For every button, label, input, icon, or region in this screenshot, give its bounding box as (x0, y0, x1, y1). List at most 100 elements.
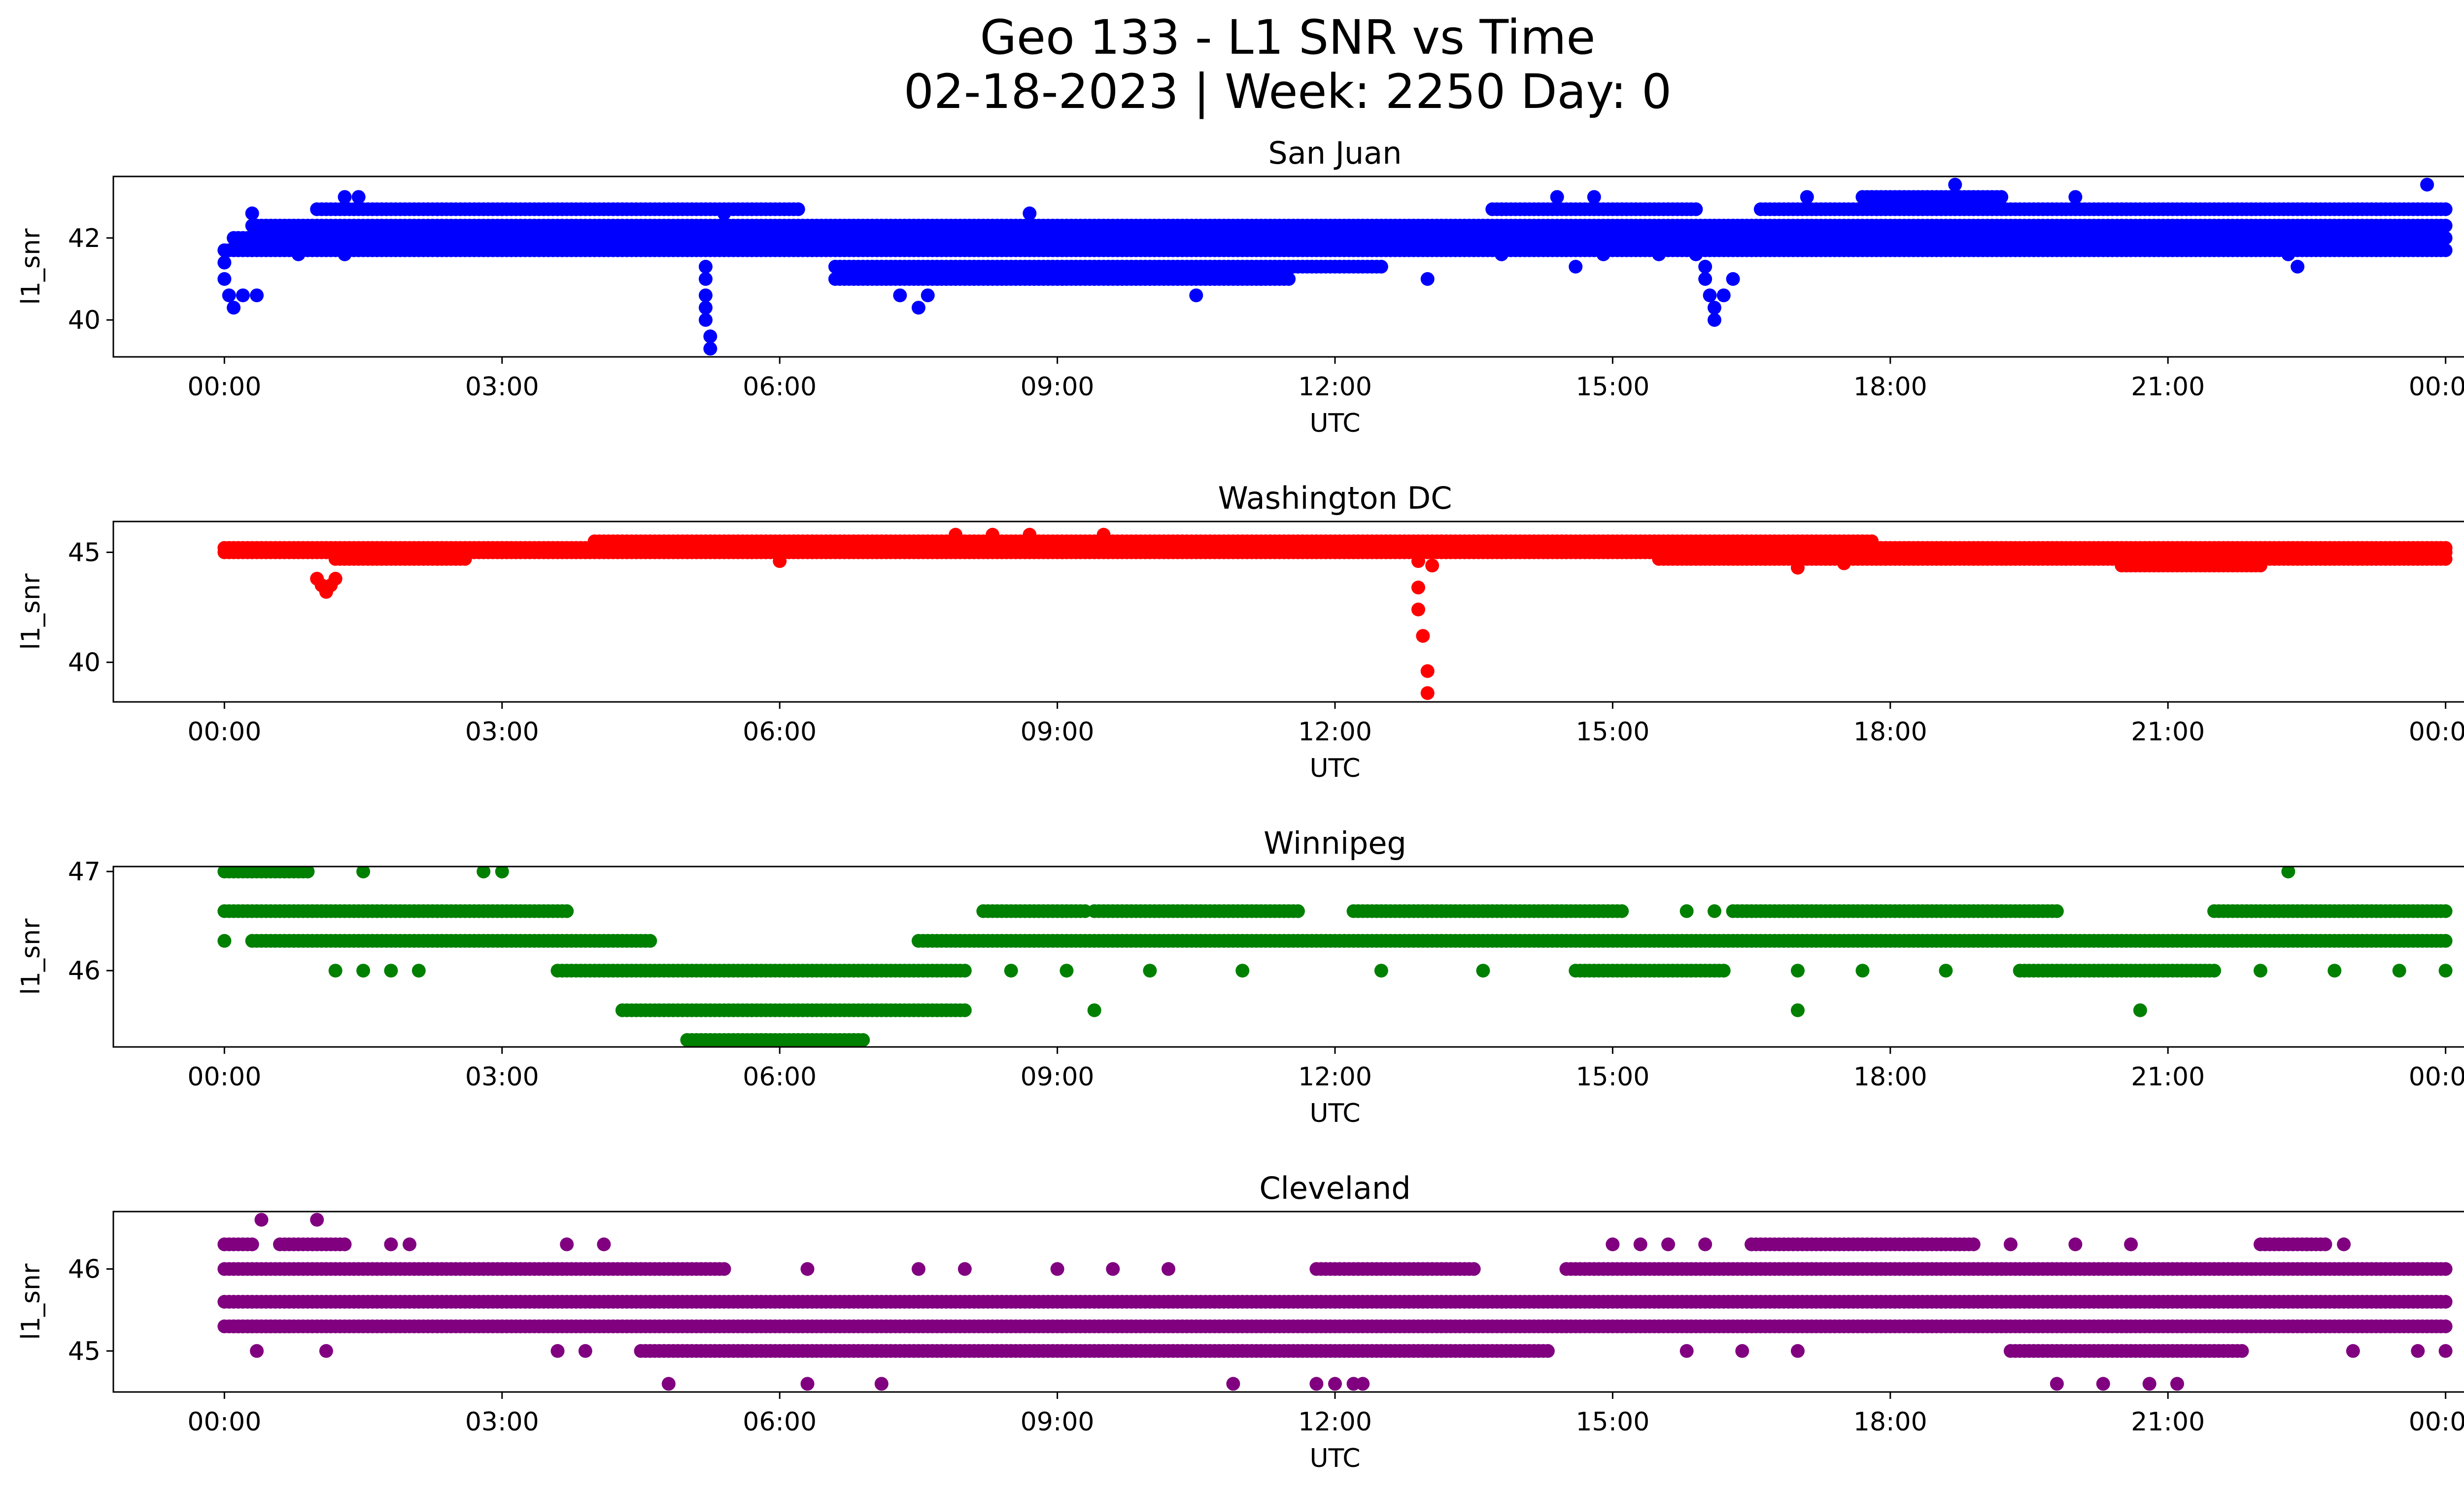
x-tick-label: 06:00 (743, 372, 817, 402)
data-point (643, 934, 657, 948)
subplot-title: Winnipeg (1264, 825, 1406, 861)
data-point (2327, 964, 2342, 978)
data-point (560, 904, 574, 918)
data-point (1282, 272, 1296, 286)
data-point (236, 288, 250, 303)
x-tick-label: 12:00 (1298, 717, 1372, 747)
data-point (698, 288, 713, 303)
data-point (1550, 190, 1564, 204)
data-point (301, 867, 315, 879)
data-point (791, 202, 805, 216)
x-tick-label: 00:00 (2409, 1062, 2464, 1092)
data-point (250, 288, 264, 303)
data-point (328, 572, 342, 586)
data-point (1420, 272, 1435, 286)
data-point (1235, 964, 1250, 978)
data-point (245, 206, 259, 220)
data-point (698, 260, 713, 274)
x-tick-label: 03:00 (465, 372, 539, 402)
data-point (893, 288, 907, 303)
figure-title-line-1: Geo 133 - L1 SNR vs Time (980, 10, 1596, 65)
x-tick-label: 06:00 (743, 1062, 817, 1092)
x-tick-label: 21:00 (2131, 1062, 2205, 1092)
data-point (356, 964, 371, 978)
x-tick-label: 18:00 (1853, 1062, 1927, 1092)
data-point (703, 342, 718, 356)
x-tick-label: 03:00 (465, 717, 539, 747)
data-point (2438, 231, 2453, 245)
data-point (495, 867, 509, 879)
data-point (217, 934, 232, 948)
figure-title-line-2: 02-18-2023 | Week: 2250 Day: 0 (903, 64, 1672, 119)
x-tick-label: 06:00 (743, 717, 817, 747)
data-point (2438, 552, 2453, 566)
data-point (1855, 964, 1870, 978)
data-point (1420, 686, 1435, 700)
data-point (227, 301, 241, 315)
data-point (1791, 1003, 1805, 1017)
data-point (773, 554, 787, 568)
data-point (1416, 629, 1430, 643)
data-point (698, 272, 713, 286)
data-point (1087, 1003, 1101, 1017)
data-point (1698, 260, 1712, 274)
data-point (1791, 964, 1805, 978)
data-point (1679, 904, 1694, 918)
data-point (1476, 964, 1490, 978)
data-point (911, 301, 925, 315)
data-point (351, 190, 366, 204)
data-point (338, 190, 352, 204)
data-point (2133, 1003, 2147, 1017)
data-point (1023, 206, 1037, 220)
data-point (703, 329, 718, 344)
subplot-title: Cleveland (1259, 1170, 1410, 1206)
data-point (1411, 554, 1425, 568)
data-point (1569, 260, 1583, 274)
data-point (1837, 556, 1851, 570)
x-tick-label: 00:00 (2409, 717, 2464, 747)
data-point (1023, 527, 1037, 542)
data-point (2438, 964, 2453, 978)
x-tick-label: 18:00 (1853, 717, 1927, 747)
data-point (356, 867, 371, 879)
data-point (2438, 904, 2453, 918)
x-tick-label: 00:00 (187, 717, 261, 747)
data-point (1703, 288, 1717, 303)
data-point (328, 964, 342, 978)
data-point (2281, 867, 2295, 879)
x-tick-label: 15:00 (1575, 1062, 1649, 1092)
x-tick-label: 00:00 (187, 1062, 261, 1092)
y-tick-label: 47 (68, 857, 101, 887)
data-point (2438, 243, 2453, 257)
data-point (2392, 964, 2406, 978)
data-point (2281, 247, 2295, 261)
data-point (921, 288, 935, 303)
data-point (1939, 964, 1953, 978)
plot-frame (112, 866, 2464, 1048)
subplot-title: Washington DC (1218, 480, 1452, 516)
scatter-points (217, 177, 2453, 356)
data-point (717, 206, 731, 220)
y-tick-label: 40 (68, 648, 101, 678)
data-point (2438, 934, 2453, 948)
data-point (1948, 177, 1962, 192)
data-point (1716, 288, 1731, 303)
data-point (411, 964, 426, 978)
data-point (1328, 231, 1342, 245)
data-point (1060, 964, 1074, 978)
data-point (1791, 560, 1805, 575)
data-point (1291, 904, 1305, 918)
data-point (1865, 534, 1879, 549)
data-point (1615, 904, 1629, 918)
data-point (1994, 190, 2009, 204)
data-point (2438, 218, 2453, 233)
data-point (338, 247, 352, 261)
x-axis-label: UTC (1309, 409, 1360, 438)
data-point (291, 247, 306, 261)
data-point (458, 552, 472, 566)
y-tick-label: 42 (68, 224, 101, 253)
data-point (1652, 247, 1666, 261)
